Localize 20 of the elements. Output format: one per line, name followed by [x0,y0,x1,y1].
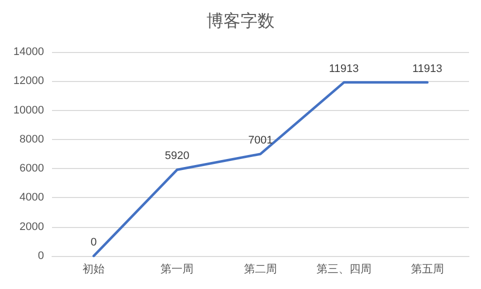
data-label: 7001 [248,134,273,146]
data-label: 5920 [164,150,190,162]
line-series [92,81,429,258]
y-tick-label: 12000 [13,75,44,88]
y-tick-label: 6000 [20,162,44,175]
data-label: 11913 [329,62,359,75]
x-tick-label: 第三、四周 [316,264,372,276]
data-label: 11913 [412,62,442,75]
y-tick-label: 8000 [20,133,44,146]
y-tick-label: 14000 [13,46,44,58]
chart-title: 博客字数 [206,12,274,32]
y-tick-label: 0 [38,250,44,262]
data-label: 0 [90,236,97,248]
x-tick-label: 初始 [82,262,105,276]
y-tick-label: 4000 [20,192,44,204]
y-tick-label: 10000 [13,104,44,116]
x-tick-label: 第一周 [160,264,194,276]
y-tick-label: 2000 [20,220,44,233]
x-tick-label: 第五周 [410,264,444,276]
x-tick-label: 第二周 [244,264,277,276]
